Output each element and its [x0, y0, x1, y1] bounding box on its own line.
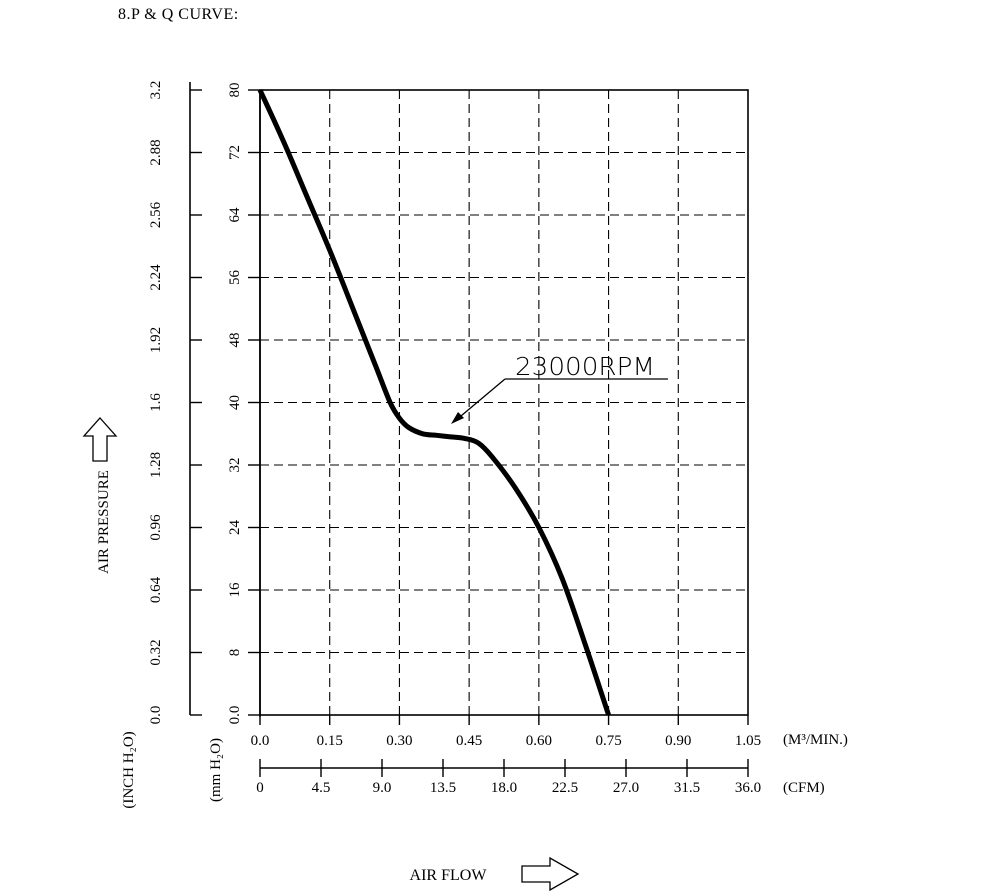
- y-tick-label-mmh2o: 72: [227, 145, 243, 160]
- x-tick-label-m3min: 0.0: [251, 733, 270, 749]
- annotation-arrowhead: [451, 412, 464, 424]
- x-tick-label-m3min: 0.60: [526, 733, 552, 749]
- axes: 0.0 0.0 8 0.32 16 0.64 24 0.96 32 1.28 40 1.6 48 1.92…: [148, 81, 761, 796]
- up-arrow-icon: [82, 417, 118, 462]
- y-axis-title: AIR PRESSURE: [96, 470, 112, 574]
- y-unit-inner: (mm H₂O): [208, 738, 224, 802]
- x-tick-label-m3min: 1.05: [735, 733, 761, 749]
- y-tick-label-mmh2o: 24: [227, 520, 243, 536]
- x-tick-label-m3min: 0.30: [386, 733, 412, 749]
- y-tick-label-mmh2o: 80: [227, 83, 243, 98]
- grid: [260, 90, 748, 715]
- y-tick-label-mmh2o: 40: [227, 395, 243, 410]
- y-tick-label-inchh2o: 0.96: [148, 514, 164, 541]
- x-tick-label-m3min: 0.75: [595, 733, 621, 749]
- y-tick-label-mmh2o: 32: [227, 458, 243, 473]
- y-tick-label-inchh2o: 1.6: [148, 393, 164, 412]
- y-tick-label-inchh2o: 0.0: [148, 706, 164, 725]
- y-tick-label-inchh2o: 1.28: [148, 452, 164, 478]
- y-tick-label-inchh2o: 2.56: [148, 201, 164, 228]
- y-tick-label-mmh2o: 56: [227, 270, 243, 286]
- x-tick-label-cfm: 4.5: [312, 780, 331, 796]
- annotation-leader: [454, 378, 506, 422]
- y-unit-outer: (INCH H₂O): [121, 731, 137, 808]
- series-line-0: [257, 88, 611, 716]
- x-tick-label-m3min: 0.90: [665, 733, 691, 749]
- x-tick-label-cfm: 36.0: [735, 780, 761, 796]
- series-annotation-label: 23000RPM: [515, 352, 655, 381]
- x-tick-label-cfm: 27.0: [613, 780, 639, 796]
- y-tick-label-mmh2o: 8: [227, 649, 243, 657]
- x-unit-secondary: (CFM): [783, 780, 825, 796]
- y-tick-label-mmh2o: 64: [227, 207, 243, 223]
- y-tick-label-inchh2o: 2.24: [148, 264, 164, 291]
- y-tick-label-inchh2o: 2.88: [148, 139, 164, 165]
- x-tick-label-m3min: 0.45: [456, 733, 482, 749]
- x-tick-label-cfm: 9.0: [373, 780, 392, 796]
- y-tick-label-mmh2o: 16: [227, 582, 243, 598]
- x-tick-label-m3min: 0.15: [317, 733, 343, 749]
- y-tick-label-inchh2o: 0.64: [148, 576, 164, 603]
- x-unit-primary: (M³/MIN.): [783, 732, 848, 748]
- y-tick-label-mmh2o: 48: [227, 333, 243, 348]
- x-tick-label-cfm: 13.5: [430, 780, 456, 796]
- x-tick-label-cfm: 18.0: [491, 780, 517, 796]
- page-title: 8.P & Q CURVE:: [118, 6, 239, 23]
- y-tick-label-inchh2o: 0.32: [148, 639, 164, 665]
- y-tick-label-inchh2o: 3.2: [148, 81, 164, 100]
- right-arrow-icon: [521, 856, 580, 892]
- x-tick-label-cfm: 0: [256, 780, 264, 796]
- x-axis-title: AIR FLOW: [410, 867, 488, 884]
- series: [257, 88, 611, 716]
- x-tick-label-cfm: 22.5: [552, 780, 578, 796]
- x-tick-label-cfm: 31.5: [674, 780, 700, 796]
- y-tick-label-mmh2o: 0.0: [227, 706, 243, 725]
- y-tick-label-inchh2o: 1.92: [148, 327, 164, 353]
